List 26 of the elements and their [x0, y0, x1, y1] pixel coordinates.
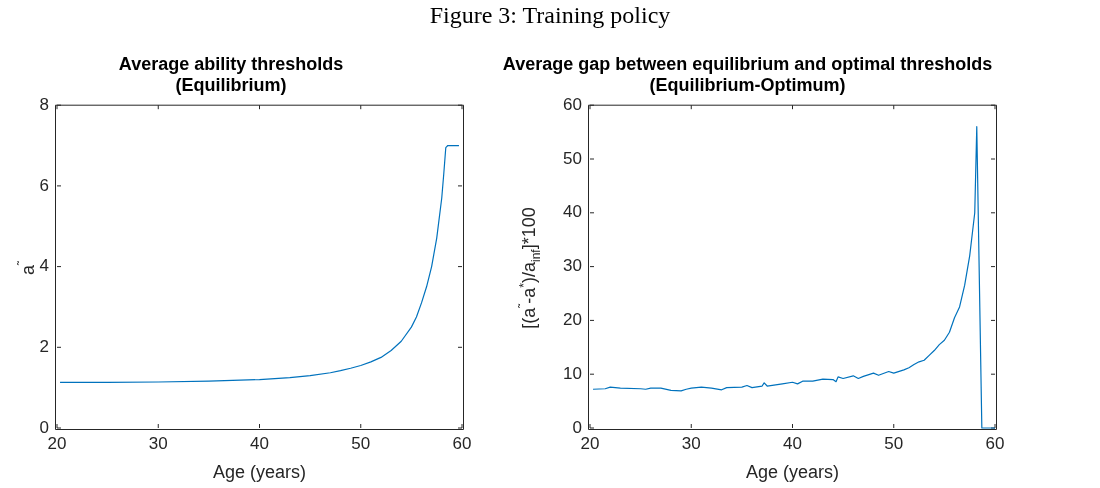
y-tick-label: 10 [563, 363, 582, 383]
x-axis-title: Age (years) [745, 462, 840, 483]
y-tick-label: 40 [563, 202, 582, 222]
y-tick-label: 30 [563, 256, 582, 276]
x-tick-label: 40 [250, 433, 269, 453]
chart-title: Average ability thresholds (Equilibrium) [118, 53, 344, 96]
x-tick-label: 50 [351, 433, 371, 453]
y-tick-label: 4 [39, 256, 49, 276]
y-tick-label: 50 [563, 148, 582, 168]
y-tick-label: 20 [563, 310, 582, 330]
x-tick-label: 30 [681, 433, 701, 453]
x-tick-label: 40 [783, 433, 802, 453]
caption: Figure 3: Training policy [428, 1, 672, 30]
x-tick-label: 50 [884, 433, 904, 453]
y-tick-label: 2 [39, 336, 49, 356]
y-tick-label: 0 [39, 417, 49, 437]
y-tick-label: 60 [563, 94, 582, 114]
x-tick-label: 20 [580, 433, 600, 453]
chart-title: Average gap between equilibrium and optimal thresholds (Equilibrium-Optimum) [502, 53, 993, 96]
x-axis-title: Age (years) [212, 462, 307, 483]
x-tick-label: 60 [985, 433, 1005, 453]
x-tick-label: 30 [148, 433, 168, 453]
y-tick-label: 0 [572, 417, 582, 437]
y-tick-label: 8 [39, 94, 49, 114]
x-tick-label: 60 [452, 433, 472, 453]
y-tick-label: 6 [39, 175, 49, 195]
